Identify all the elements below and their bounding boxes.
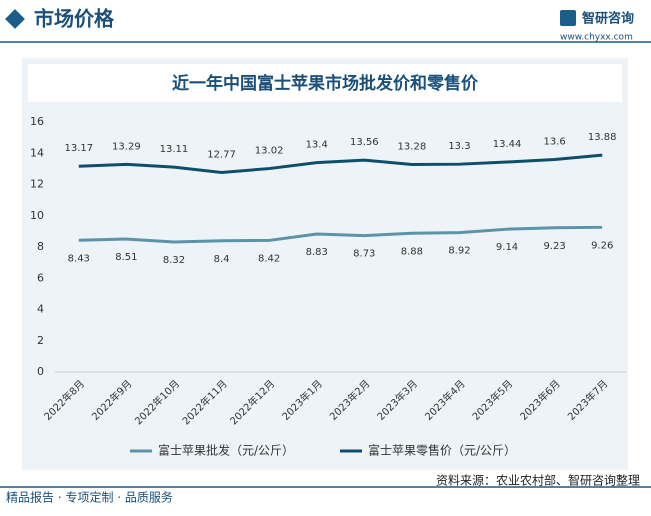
y-tick-label: 10 xyxy=(30,209,44,222)
data-label: 9.23 xyxy=(543,241,565,252)
series-line xyxy=(78,153,603,174)
brand: 智研咨询 xyxy=(582,11,634,27)
header-title: 市场价格 xyxy=(34,7,115,31)
data-label: 9.14 xyxy=(496,242,518,253)
logo-icon xyxy=(560,10,576,26)
chart-title: 近一年中国富士苹果市场批发价和零售价 xyxy=(172,73,479,94)
data-label: 13.17 xyxy=(64,143,93,154)
y-tick-label: 4 xyxy=(37,303,44,316)
data-label: 12.77 xyxy=(207,149,236,160)
data-label: 13.11 xyxy=(160,144,189,155)
data-label: 13.28 xyxy=(398,142,427,153)
legend-label: 富士苹果零售价（元/公斤） xyxy=(368,443,516,458)
data-label: 13.44 xyxy=(493,139,522,150)
data-label: 8.32 xyxy=(163,255,185,266)
y-tick-label: 2 xyxy=(37,334,44,347)
chart-panel xyxy=(22,58,628,470)
data-label: 13.29 xyxy=(112,141,141,152)
data-label: 8.42 xyxy=(258,253,280,264)
data-label: 8.92 xyxy=(448,246,470,257)
header-icon xyxy=(5,9,25,29)
data-label: 13.56 xyxy=(350,137,379,148)
title-band xyxy=(28,64,622,102)
y-tick-label: 16 xyxy=(30,115,44,128)
data-label: 8.51 xyxy=(115,252,137,263)
data-label: 9.26 xyxy=(591,240,613,251)
legend-label: 富士苹果批发（元/公斤） xyxy=(158,443,294,458)
data-label: 8.73 xyxy=(353,249,375,260)
data-label: 13.4 xyxy=(306,140,328,151)
data-label: 13.88 xyxy=(588,132,617,143)
data-label: 8.83 xyxy=(306,247,328,258)
data-label: 8.43 xyxy=(68,253,90,264)
y-tick-label: 12 xyxy=(30,178,44,191)
data-label: 13.3 xyxy=(448,141,470,152)
source: 资料来源：农业农村部、智研咨询整理 xyxy=(436,473,640,488)
footer-slogan: 精品报告 · 专项定制 · 品质服务 xyxy=(6,490,173,505)
y-tick-label: 0 xyxy=(37,365,44,378)
data-label: 13.02 xyxy=(255,146,284,157)
url: www.chyxx.com xyxy=(560,33,633,43)
y-tick-label: 14 xyxy=(30,146,44,159)
data-label: 13.6 xyxy=(543,137,565,148)
data-label: 8.4 xyxy=(214,254,230,265)
series-line xyxy=(78,225,603,244)
data-label: 8.88 xyxy=(401,246,423,257)
y-tick-label: 8 xyxy=(37,240,44,253)
y-tick-label: 6 xyxy=(37,271,44,284)
